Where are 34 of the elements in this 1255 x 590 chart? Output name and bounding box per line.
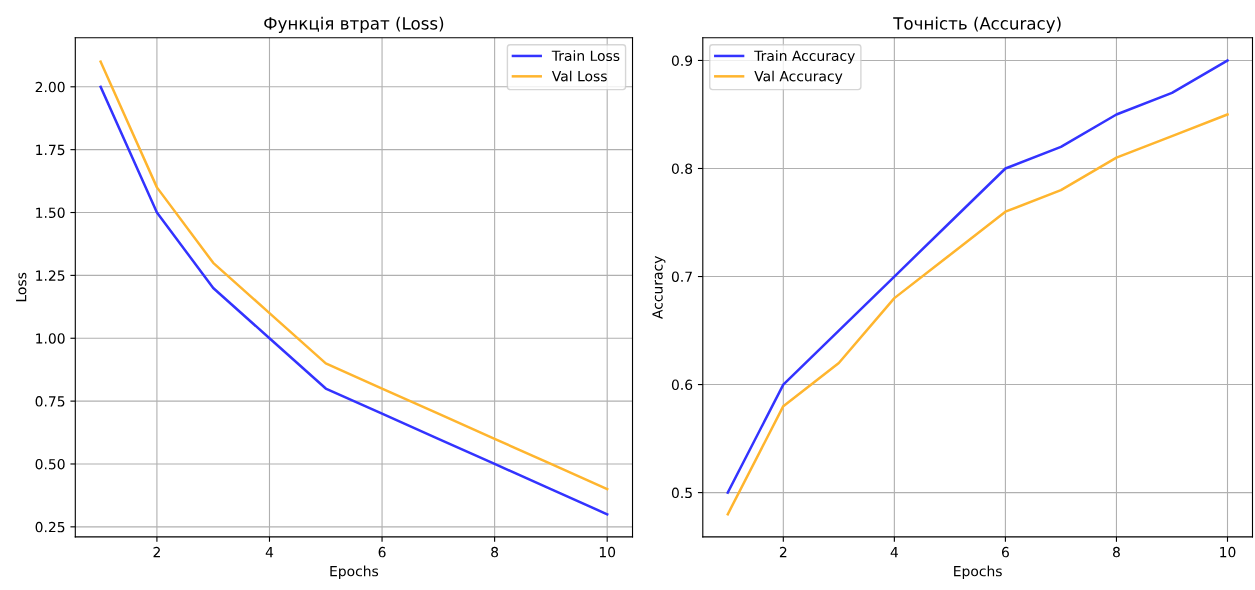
y-axis-title: Loss: [16, 272, 27, 302]
y-tick-label: 0.7: [671, 271, 692, 282]
y-tick-label: 0.6: [671, 379, 693, 391]
legend-label: Train Accuracy: [754, 50, 855, 64]
legend-label: Val Accuracy: [754, 70, 843, 85]
x-axis-title: Epochs: [954, 565, 1002, 580]
y-tick-label: 1.50: [36, 207, 65, 218]
legend-label: Train Loss: [551, 50, 620, 62]
chart-title: Функція втрат (Loss): [264, 16, 444, 33]
y-tick-label: 2.00: [35, 81, 65, 93]
x-tick-label: 4: [265, 547, 274, 558]
y-tick-label: 1.00: [36, 333, 65, 344]
x-tick-label: 2: [153, 546, 160, 558]
y-tick-label: 0.25: [35, 521, 65, 533]
y-tick-label: 0.50: [35, 458, 65, 470]
line-series: [726, 113, 1229, 516]
x-tick-label: 10: [599, 546, 616, 558]
x-tick-label: 10: [1220, 546, 1236, 558]
y-tick-label: 0.8: [671, 163, 693, 174]
x-axis-title: Epochs: [330, 565, 379, 580]
x-tick-label: 6: [1001, 546, 1009, 558]
x-tick-label: 8: [491, 546, 499, 558]
x-tick-label: 8: [1112, 546, 1120, 558]
y-tick-label: 0.5: [671, 487, 692, 499]
y-tick-label: 1.25: [36, 270, 65, 281]
x-tick-label: 6: [378, 546, 386, 558]
y-tick-label: 1.75: [36, 144, 65, 156]
y-tick-label: 0.9: [671, 55, 693, 66]
y-tick-label: 0.75: [35, 396, 65, 407]
legend-label: Val Loss: [551, 70, 607, 82]
chart-title: Точність (Accuracy): [893, 16, 1061, 33]
y-axis-title: Accuracy: [652, 256, 666, 319]
x-tick-label: 2: [779, 546, 787, 558]
x-tick-label: 4: [890, 547, 898, 558]
